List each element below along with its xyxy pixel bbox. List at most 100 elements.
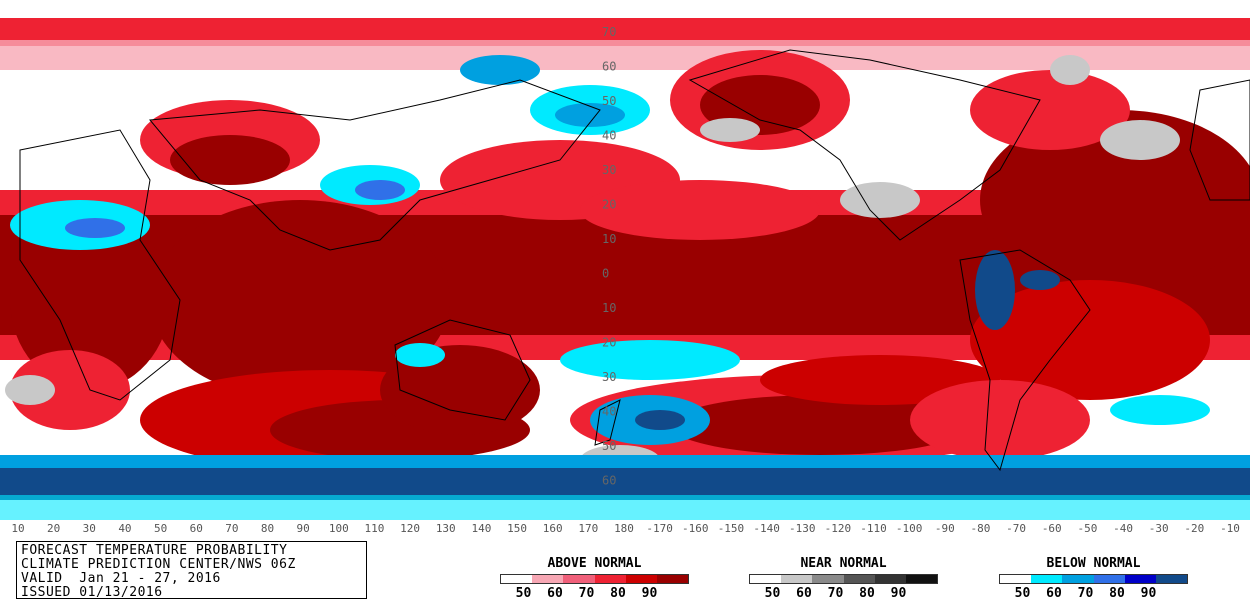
latitude-label: 40 [602, 405, 616, 419]
latitude-label: 60 [602, 60, 616, 74]
legend-swatch [594, 575, 626, 583]
longitude-label: 130 [436, 522, 456, 535]
title-block: FORECAST TEMPERATURE PROBABILITY CLIMATE… [16, 541, 367, 600]
longitude-label: -160 [682, 522, 709, 535]
longitude-label: -140 [753, 522, 780, 535]
legend-tick-label: 50 [1014, 586, 1031, 601]
legend-tick-label: 50 [515, 586, 532, 601]
north-america-outline [688, 49, 1041, 241]
legend-swatch [781, 575, 813, 583]
longitude-label: 110 [365, 522, 385, 535]
legend-swatch [874, 575, 906, 583]
longitude-label: 40 [118, 522, 131, 535]
longitude-label: 120 [400, 522, 420, 535]
legend-tick-label: 60 [796, 586, 812, 601]
longitude-label: -80 [971, 522, 991, 535]
latitude-label: 10 [602, 301, 616, 315]
title-line-3: VALID Jan 21 - 27, 2016 [21, 571, 221, 586]
longitude-label: -100 [896, 522, 923, 535]
coastlines [19, 49, 1250, 472]
africa-outline [19, 129, 181, 401]
longitude-label: 170 [578, 522, 598, 535]
legend-swatch [812, 575, 844, 583]
longitude-label: -40 [1113, 522, 1133, 535]
longitude-label: 90 [297, 522, 310, 535]
longitude-label: -120 [825, 522, 852, 535]
legend-tick-label: 90 [641, 586, 658, 601]
legend-tick-label: 70 [1077, 586, 1094, 601]
longitude-label: -10 [1220, 522, 1240, 535]
legend-tick-label: 70 [827, 586, 844, 601]
latitude-label: 30 [602, 163, 616, 177]
title-line-1: FORECAST TEMPERATURE PROBABILITY [21, 543, 288, 558]
latitude-label: 20 [602, 336, 616, 350]
legend-swatches [500, 574, 689, 584]
legend-swatch [1062, 575, 1094, 583]
longitude-label: -50 [1077, 522, 1097, 535]
legend-swatch [843, 575, 875, 583]
longitude-label: 70 [225, 522, 238, 535]
legend-tick-label: 60 [1046, 586, 1062, 601]
legend-swatch [1093, 575, 1125, 583]
longitude-label: 180 [614, 522, 634, 535]
legend-ticks: 50 60 70 80 90 [500, 586, 689, 602]
longitude-label: -90 [935, 522, 955, 535]
europe-outline [1189, 79, 1250, 201]
legend-tick-label: 90 [890, 586, 907, 601]
latitude-label: 60 [602, 474, 616, 488]
legend-tick-label: 80 [610, 586, 626, 601]
legend-tick-label: 50 [764, 586, 781, 601]
longitude-label: 150 [507, 522, 527, 535]
legend-below-normal: BELOW NORMAL 50 60 70 80 90 [999, 556, 1188, 602]
longitude-labels: 10 20 30 40 50 60 70 80 90 100 110 120 130 140 150 160 1… [11, 522, 1240, 535]
longitude-label: 100 [329, 522, 349, 535]
legend-swatch [1031, 575, 1063, 583]
latitude-label: 0 [602, 267, 609, 281]
title-line-2: CLIMATE PREDICTION CENTER/NWS 06Z [21, 557, 296, 572]
legend-swatch [656, 575, 689, 583]
legend-tick-label: 80 [859, 586, 875, 601]
legend-swatch [1155, 575, 1188, 583]
legend-title: ABOVE NORMAL [547, 556, 642, 571]
latitude-label: 20 [602, 198, 616, 212]
asia-outline [149, 79, 601, 251]
legend-swatch [563, 575, 595, 583]
longitude-label: 60 [190, 522, 203, 535]
legend-swatch [1000, 575, 1032, 583]
latitude-label: 50 [602, 94, 616, 108]
legend-swatches [749, 574, 938, 584]
latitude-label: 70 [602, 25, 616, 39]
longitude-label: 10 [11, 522, 24, 535]
longitude-label: 30 [83, 522, 96, 535]
legend-swatches [999, 574, 1188, 584]
longitude-label: 160 [543, 522, 563, 535]
longitude-label: 50 [154, 522, 167, 535]
longitude-label: 80 [261, 522, 274, 535]
legend-tick-label: 70 [578, 586, 595, 601]
longitude-label: -70 [1006, 522, 1026, 535]
legend-tick-label: 90 [1140, 586, 1157, 601]
legend-ticks: 50 60 70 80 90 [999, 586, 1188, 602]
legend-swatch [625, 575, 657, 583]
above-normal-field [0, 18, 1250, 470]
legend-swatch [1124, 575, 1156, 583]
title-line-4: ISSUED 01/13/2016 [21, 585, 163, 600]
legend-title: NEAR NORMAL [800, 556, 887, 571]
legend-tick-label: 80 [1109, 586, 1125, 601]
legend-near-normal: NEAR NORMAL 50 60 70 80 90 [749, 556, 938, 601]
legend-swatch [532, 575, 564, 583]
latitude-label: 40 [602, 129, 616, 143]
longitude-label: -20 [1184, 522, 1204, 535]
longitude-label: -130 [789, 522, 816, 535]
longitude-label: -30 [1149, 522, 1169, 535]
longitude-label: -150 [718, 522, 745, 535]
longitude-label: -60 [1042, 522, 1062, 535]
longitude-label: 140 [471, 522, 491, 535]
legend-above-normal: ABOVE NORMAL 50 60 70 80 90 [500, 556, 689, 602]
legend-title: BELOW NORMAL [1046, 556, 1141, 571]
new-zealand-outline [594, 399, 621, 446]
legend-swatch [750, 575, 782, 583]
longitude-label: -110 [860, 522, 887, 535]
longitude-label: 20 [47, 522, 60, 535]
